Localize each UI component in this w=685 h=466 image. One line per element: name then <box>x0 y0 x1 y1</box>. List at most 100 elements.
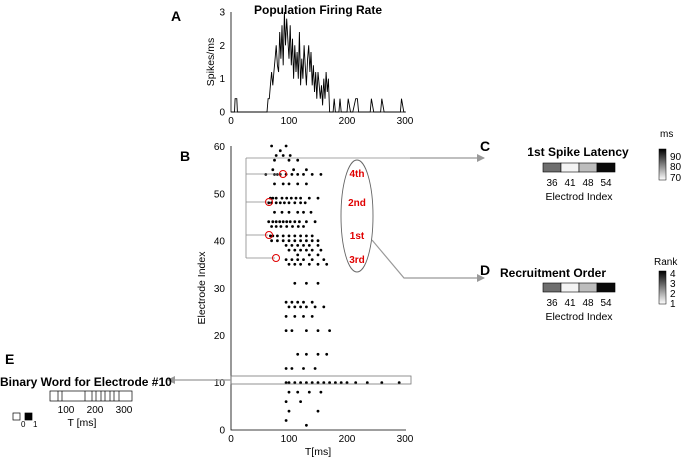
raster-point <box>299 196 302 200</box>
raster-point <box>293 201 297 205</box>
raster-point <box>310 381 314 385</box>
panel-a-ytick-2: 2 <box>219 41 225 52</box>
raster-point <box>316 239 320 243</box>
raster-point <box>287 234 291 238</box>
raster-point <box>293 281 297 285</box>
raster-point <box>296 210 300 214</box>
raster-point <box>339 381 343 385</box>
panel-d-title: Recruitment Order <box>500 266 606 280</box>
panel-c-colorbar-tick-90: 90 <box>670 152 682 163</box>
raster-point <box>287 381 291 385</box>
raster-point <box>287 210 291 214</box>
panel-e: E Binary Word for Electrode #10 100 200 … <box>0 351 172 429</box>
raster-point <box>271 168 275 172</box>
raster-point <box>380 381 384 385</box>
raster-point <box>293 248 297 252</box>
panel-c-colorbar-unit: ms <box>660 129 673 140</box>
panel-e-title: Binary Word for Electrode #10 <box>0 375 172 389</box>
raster-point <box>270 144 273 148</box>
raster-point <box>325 352 329 356</box>
raster-point <box>274 201 278 205</box>
raster-point <box>273 210 276 214</box>
raster-point <box>296 182 300 186</box>
raster-point <box>310 258 314 261</box>
raster-point <box>307 244 311 247</box>
raster-point <box>302 300 305 304</box>
raster-point <box>291 225 294 228</box>
panel-e-xtick-300: 300 <box>116 405 133 416</box>
latency-colorbar <box>658 148 667 181</box>
raster-point <box>328 329 331 332</box>
raster-point <box>278 201 282 205</box>
firing-rate-line <box>231 11 405 113</box>
raster-point <box>293 381 297 385</box>
raster-point <box>310 300 314 304</box>
raster-point <box>307 196 311 200</box>
raster-point <box>285 225 289 228</box>
panel-c-title: 1st Spike Latency <box>527 145 629 159</box>
raster-point <box>309 210 313 214</box>
raster-point <box>287 182 291 186</box>
raster-point <box>305 423 308 427</box>
panel-a-yticks: 0 1 2 3 <box>219 8 225 119</box>
raster-point <box>305 168 308 172</box>
panel-b-yticks: 0 10 20 30 40 50 60 <box>214 142 226 437</box>
raster-point <box>280 196 284 200</box>
raster-point <box>281 234 285 238</box>
panel-a-xticks: 0 100 200 300 <box>228 116 414 127</box>
raster-point <box>279 225 283 228</box>
panel-e-letter: E <box>5 351 14 367</box>
legend-zero-swatch <box>12 412 21 421</box>
raster-point <box>299 201 302 205</box>
raster-point <box>284 144 288 148</box>
raster-point <box>293 315 297 318</box>
raster-point <box>287 239 291 243</box>
raster-point <box>271 220 275 224</box>
raster-point <box>305 234 308 238</box>
raster-point <box>305 220 308 224</box>
panel-a-xtick-0: 0 <box>228 116 234 127</box>
panel-b-ytick-0: 0 <box>219 426 225 437</box>
raster-point <box>296 390 300 394</box>
raster-point <box>287 305 291 309</box>
raster-point <box>290 258 294 261</box>
raster-point <box>305 248 308 252</box>
raster-point <box>288 220 292 224</box>
raster-point <box>305 329 308 332</box>
raster-point <box>283 201 286 205</box>
panel-d-xtick-48: 48 <box>582 298 594 309</box>
panel-b-xtick-0: 0 <box>228 434 234 445</box>
raster-point <box>316 253 320 257</box>
raster-point <box>296 253 300 257</box>
raster-point <box>287 248 291 252</box>
panel-b-ytick-30: 30 <box>214 284 226 295</box>
raster-point <box>287 409 291 413</box>
raster-point <box>296 158 300 162</box>
raster-point <box>293 234 297 238</box>
binary-word-bar <box>49 390 133 402</box>
panel-d-xtick-36: 36 <box>546 298 558 309</box>
panel-b-ytick-40: 40 <box>214 237 226 248</box>
highlight-circles <box>265 170 287 262</box>
raster-point <box>365 381 369 385</box>
recruitment-strip <box>542 282 616 293</box>
raster-point <box>293 239 297 243</box>
raster-point <box>302 367 305 370</box>
raster-point <box>276 239 279 243</box>
raster-point <box>322 305 326 309</box>
raster-point <box>293 220 297 224</box>
arrow-to-d <box>371 239 485 282</box>
raster-point <box>278 220 282 224</box>
raster-point <box>269 234 272 238</box>
highlight-circle-1st <box>265 231 273 239</box>
raster-point <box>287 390 291 394</box>
raster-point <box>313 220 317 224</box>
arrows <box>167 154 485 384</box>
panel-b-ytick-60: 60 <box>214 142 226 153</box>
panel-a-ytick-1: 1 <box>219 74 225 85</box>
panel-c-xtick-41: 41 <box>564 178 576 189</box>
raster-point <box>296 258 300 261</box>
raster-point <box>273 158 276 162</box>
panel-d-xlabel: Electrod Index <box>545 311 613 323</box>
